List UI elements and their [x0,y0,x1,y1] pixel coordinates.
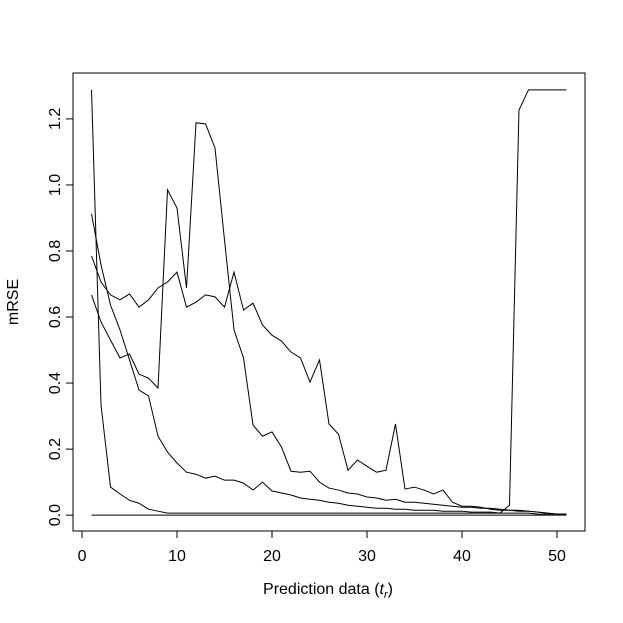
y-tick-label: 0.0 [47,504,64,526]
x-axis-label: Prediction data (tr) [263,581,393,601]
x-tick-label: 50 [548,548,566,565]
series-line [91,213,567,515]
y-tick-label: 0.8 [47,240,64,262]
x-label-text: Prediction data ( [263,581,380,598]
x-label-var: t [380,581,385,598]
x-label-close: ) [388,581,393,598]
series-line [91,122,567,515]
y-tick-label: 0.4 [47,372,64,394]
y-tick-label: 1.2 [47,108,64,130]
x-label-sub: r [384,589,389,601]
x-tick-label: 10 [168,548,186,565]
y-tick-label: 0.6 [47,306,64,328]
y-axis-label: mRSE [5,279,22,325]
series-line [91,89,567,514]
y-tick-label: 0.2 [47,438,64,460]
series-line [91,255,567,515]
x-tick-label: 20 [263,548,281,565]
x-tick-label: 30 [358,548,376,565]
x-tick-label: 0 [78,548,87,565]
y-tick-label: 1.0 [47,174,64,196]
x-tick-label: 40 [453,548,471,565]
plot-frame [72,72,586,532]
